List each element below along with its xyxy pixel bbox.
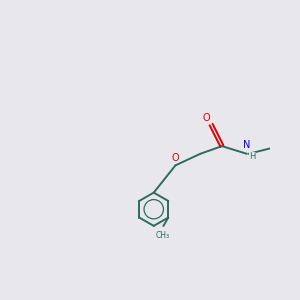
Text: H: H [249,152,256,160]
Text: CH₃: CH₃ [155,231,169,240]
Text: O: O [172,153,179,163]
Text: N: N [243,140,250,150]
Text: O: O [202,113,210,123]
